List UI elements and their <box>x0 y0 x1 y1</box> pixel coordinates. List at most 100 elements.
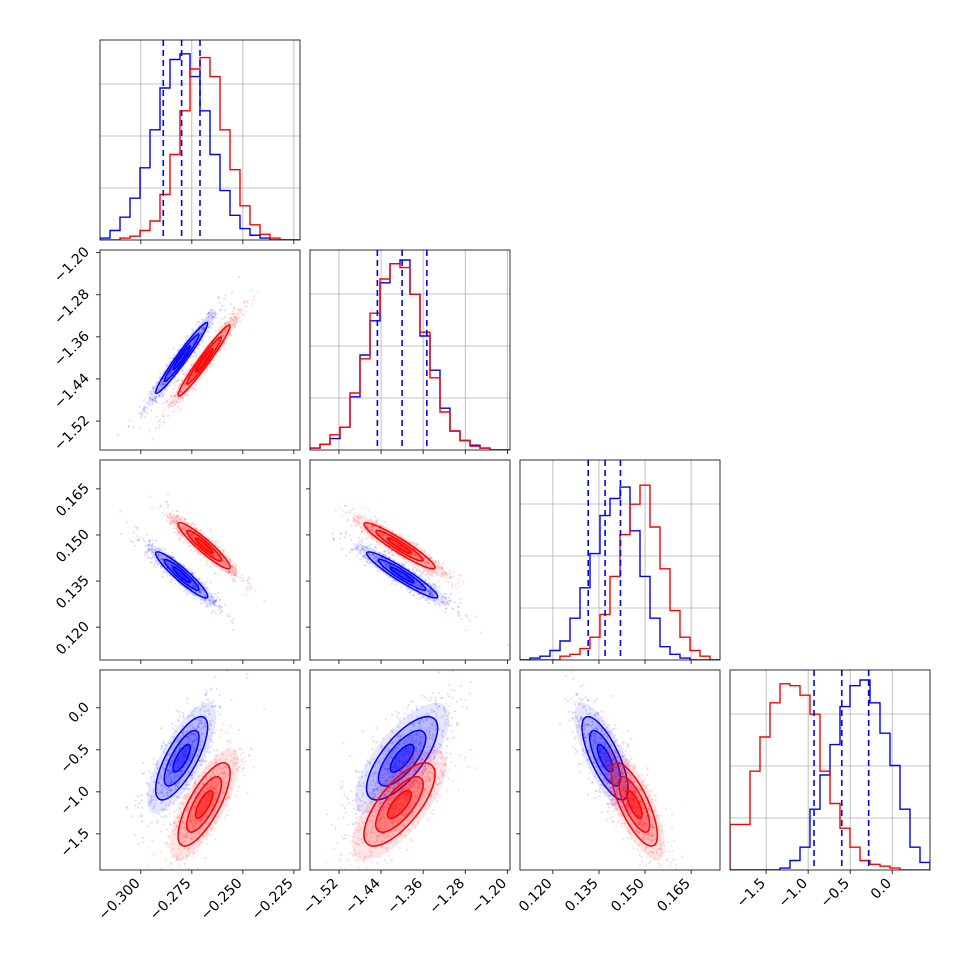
scatter-point <box>373 550 376 553</box>
scatter-point <box>368 524 372 528</box>
scatter-point <box>155 382 159 385</box>
scatter-point <box>374 525 377 529</box>
scatter-point <box>359 543 363 546</box>
scatter-point <box>148 803 152 807</box>
scatter-point <box>152 542 155 545</box>
scatter-point <box>385 523 389 526</box>
scatter-point <box>180 378 184 381</box>
scatter-point <box>177 378 180 381</box>
scatter-point <box>182 353 186 356</box>
scatter-point <box>222 722 225 726</box>
scatter-point <box>372 538 375 541</box>
scatter-point <box>210 601 213 605</box>
scatter-point <box>198 759 201 763</box>
scatter-point <box>171 510 174 513</box>
scatter-point <box>457 606 460 609</box>
scatter-point <box>156 563 159 566</box>
scatter-point <box>214 572 217 575</box>
scatter-point <box>224 294 227 297</box>
scatter-point <box>161 381 164 384</box>
scatter-point <box>167 794 170 797</box>
scatter-point <box>166 493 170 496</box>
scatter-point <box>233 579 236 582</box>
scatter-point <box>192 585 196 588</box>
scatter-point <box>380 560 383 564</box>
scatter-point <box>240 307 243 311</box>
scatter-point <box>227 570 231 573</box>
scatter-point <box>205 559 209 563</box>
scatter-point <box>195 549 199 552</box>
scatter-point <box>391 553 394 556</box>
scatter-point <box>153 390 156 394</box>
scatter-point <box>338 537 341 540</box>
scatter-point <box>446 575 449 578</box>
scatter-point <box>413 572 417 575</box>
scatter-point <box>170 771 174 774</box>
scatter-point <box>459 597 462 601</box>
scatter-point <box>209 724 212 727</box>
scatter-point <box>359 515 362 519</box>
y-tick-label: −1.36 <box>51 328 93 370</box>
scatter-point <box>417 569 421 572</box>
scatter-point <box>176 739 179 742</box>
scatter-point <box>169 522 172 525</box>
scatter-point <box>193 338 197 342</box>
y-tick-label: −1.20 <box>51 244 93 286</box>
scatter-point <box>441 573 444 576</box>
scatter-point <box>179 517 182 520</box>
scatter-point <box>169 580 172 583</box>
scatter-point <box>435 570 438 573</box>
scatter-point <box>178 400 181 404</box>
scatter-point <box>177 387 180 390</box>
scatter-point <box>215 554 218 558</box>
scatter-point <box>346 519 349 522</box>
scatter-point <box>139 411 143 415</box>
scatter-point <box>245 672 248 675</box>
scatter-point <box>223 330 227 333</box>
scatter-point <box>193 372 196 375</box>
scatter-point <box>359 558 362 561</box>
scatter-point <box>145 411 149 414</box>
scatter-point <box>169 373 173 376</box>
scatter-point <box>219 713 222 716</box>
scatter-point <box>153 391 156 394</box>
scatter-point <box>186 746 189 749</box>
scatter-point <box>150 543 154 546</box>
scatter-point <box>220 325 224 328</box>
scatter-point <box>182 729 186 732</box>
scatter-point <box>159 748 162 751</box>
scatter-point <box>404 576 407 579</box>
scatter-point <box>186 522 189 525</box>
scatter-point <box>432 575 435 578</box>
scatter-point <box>193 350 196 353</box>
scatter-point <box>174 517 177 520</box>
scatter-point <box>184 388 187 391</box>
scatter-point <box>405 588 409 591</box>
scatter-point <box>246 580 249 583</box>
scatter-point <box>180 380 183 383</box>
scatter-point <box>401 573 404 576</box>
scatter-point <box>377 556 380 559</box>
scatter-point <box>421 548 424 552</box>
scatter-point <box>225 614 229 617</box>
scatter-point <box>254 589 257 592</box>
scatter-point <box>142 398 146 402</box>
scatter-point <box>331 532 334 535</box>
scatter-point <box>147 393 150 396</box>
scatter-point <box>420 586 423 589</box>
scatter-point <box>228 322 231 325</box>
scatter-point <box>146 406 149 410</box>
scatter-point <box>198 552 202 556</box>
scatter-point <box>440 567 443 570</box>
scatter-point <box>223 329 226 332</box>
scatter-point <box>196 331 200 334</box>
scatter-point <box>148 542 151 545</box>
scatter-point <box>198 329 201 332</box>
scatter-point <box>181 756 184 759</box>
scatter-point <box>190 355 193 358</box>
scatter-point <box>154 539 158 542</box>
scatter-point <box>178 517 181 521</box>
scatter-point <box>192 387 195 390</box>
scatter-point <box>174 394 177 397</box>
scatter-point <box>230 565 234 568</box>
